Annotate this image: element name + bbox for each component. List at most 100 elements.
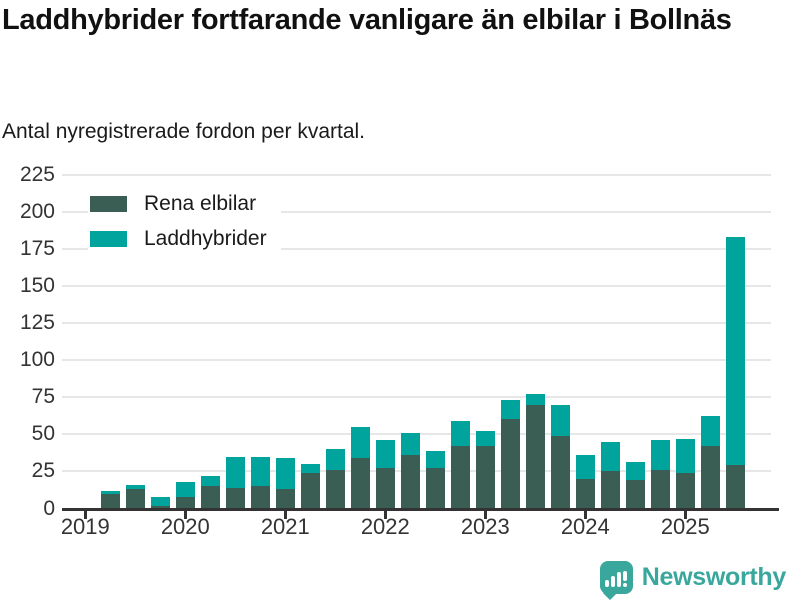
bar-segment-laddhybrider — [225, 456, 245, 488]
bar-segment-laddhybrider — [525, 394, 545, 405]
bar-segment-laddhybrider — [675, 438, 695, 473]
logo-bar-icon — [611, 576, 616, 587]
legend-item-rena-elbilar: Rena elbilar — [88, 190, 281, 218]
brand-footer: Newsworthy — [599, 561, 787, 600]
bar-segment-rena-elbilar — [625, 480, 645, 509]
y-axis-label: 175 — [19, 236, 55, 260]
bar-segment-laddhybrider — [425, 450, 445, 469]
bar-segment-laddhybrider — [175, 481, 195, 497]
legend-swatch-laddhybrider — [90, 231, 127, 247]
y-axis-label: 50 — [31, 422, 55, 446]
bar-segment-rena-elbilar — [175, 496, 195, 509]
legend-swatch-rena-elbilar — [90, 196, 127, 212]
x-axis-tick — [283, 511, 287, 519]
bar-segment-rena-elbilar — [675, 472, 695, 509]
x-axis-tick — [683, 511, 687, 519]
bar-segment-rena-elbilar — [250, 486, 270, 509]
gridline — [62, 173, 771, 176]
legend-label: Laddhybrider — [144, 227, 267, 250]
logo-bar-icon — [605, 580, 610, 587]
gridline — [62, 359, 771, 362]
bar-segment-rena-elbilar — [450, 446, 470, 509]
y-axis-label: 225 — [19, 162, 55, 186]
bar-segment-rena-elbilar — [500, 419, 520, 509]
x-axis-label: 2021 — [260, 514, 310, 539]
gridline — [62, 284, 771, 287]
logo-bar-icon — [617, 572, 622, 587]
bar-segment-laddhybrider — [625, 462, 645, 481]
bar-segment-laddhybrider — [250, 456, 270, 487]
bar-segment-rena-elbilar — [325, 469, 345, 509]
y-axis-label: 75 — [31, 385, 55, 409]
bar-segment-laddhybrider — [350, 426, 370, 459]
logo-exclamation-icon — [623, 571, 628, 587]
brand-name: Newsworthy — [641, 563, 787, 591]
gridline — [62, 321, 771, 324]
bar-segment-rena-elbilar — [550, 435, 570, 509]
bar-segment-laddhybrider — [500, 400, 520, 420]
bar-segment-rena-elbilar — [475, 446, 495, 509]
bar-segment-rena-elbilar — [200, 486, 220, 509]
bar-segment-rena-elbilar — [150, 505, 170, 509]
bar-segment-laddhybrider — [300, 463, 320, 473]
bar-segment-rena-elbilar — [400, 455, 420, 509]
bar-segment-laddhybrider — [600, 441, 620, 472]
x-axis-tick — [83, 511, 87, 519]
bar-segment-laddhybrider — [575, 455, 595, 479]
x-axis-tick — [183, 511, 187, 519]
y-axis-label: 100 — [19, 348, 55, 372]
bar-segment-rena-elbilar — [425, 468, 445, 509]
x-axis-label: 2019 — [60, 514, 110, 539]
legend: Rena elbilar Laddhybrider — [88, 190, 281, 260]
bar-segment-laddhybrider — [125, 484, 145, 490]
bar-segment-laddhybrider — [375, 440, 395, 469]
bar-segment-rena-elbilar — [650, 469, 670, 509]
bar-segment-rena-elbilar — [375, 468, 395, 509]
y-axis-label: 150 — [19, 273, 55, 297]
x-axis-label: 2020 — [160, 514, 210, 539]
logo-speech-tail — [602, 585, 617, 600]
bar-segment-rena-elbilar — [525, 404, 545, 509]
bar-segment-laddhybrider — [100, 490, 120, 494]
bar-segment-laddhybrider — [475, 431, 495, 447]
x-axis-label: 2025 — [660, 514, 710, 539]
chart-canvas: 0 25 50 75 100 125 150 175 200 225 2019 2020 2021 202… — [19, 162, 779, 539]
x-axis-tick — [383, 511, 387, 519]
bar-segment-rena-elbilar — [275, 489, 295, 509]
bar-segment-laddhybrider — [550, 404, 570, 436]
x-axis-tick — [483, 511, 487, 519]
x-axis-line — [62, 508, 779, 511]
bar-segment-laddhybrider — [325, 449, 345, 470]
y-axis-label: 25 — [31, 459, 55, 483]
x-axis-label: 2022 — [360, 514, 410, 539]
bar-segment-laddhybrider — [725, 236, 745, 466]
bar-segment-rena-elbilar — [300, 472, 320, 509]
y-axis-label: 200 — [19, 199, 55, 223]
bar-segment-rena-elbilar — [225, 487, 245, 509]
legend-label: Rena elbilar — [144, 192, 257, 215]
chart-title: Laddhybrider fortfarande vanligare än el… — [2, 4, 732, 36]
bar-segment-rena-elbilar — [725, 465, 745, 509]
bar-segment-laddhybrider — [650, 440, 670, 470]
bar-segment-rena-elbilar — [700, 446, 720, 509]
bar-segment-rena-elbilar — [600, 471, 620, 509]
newsworthy-logo-icon — [599, 561, 633, 600]
gridline — [62, 396, 771, 399]
x-axis-label: 2023 — [460, 514, 510, 539]
chart-subtitle: Antal nyregistrerade fordon per kvartal. — [2, 120, 366, 143]
bar-segment-laddhybrider — [200, 475, 220, 487]
bar-segment-laddhybrider — [275, 458, 295, 490]
bar-segment-rena-elbilar — [350, 458, 370, 509]
bar-segment-laddhybrider — [450, 420, 470, 447]
y-axis-label: 125 — [19, 310, 55, 334]
bar-segment-laddhybrider — [700, 416, 720, 447]
x-axis-label: 2024 — [560, 514, 610, 539]
bar-segment-laddhybrider — [150, 496, 170, 506]
legend-item-laddhybrider: Laddhybrider — [88, 225, 281, 253]
y-axis-label: 0 — [43, 496, 55, 520]
x-axis-tick — [583, 511, 587, 519]
bar-segment-rena-elbilar — [125, 489, 145, 509]
gridline — [62, 247, 771, 250]
bar-segment-rena-elbilar — [100, 493, 120, 509]
